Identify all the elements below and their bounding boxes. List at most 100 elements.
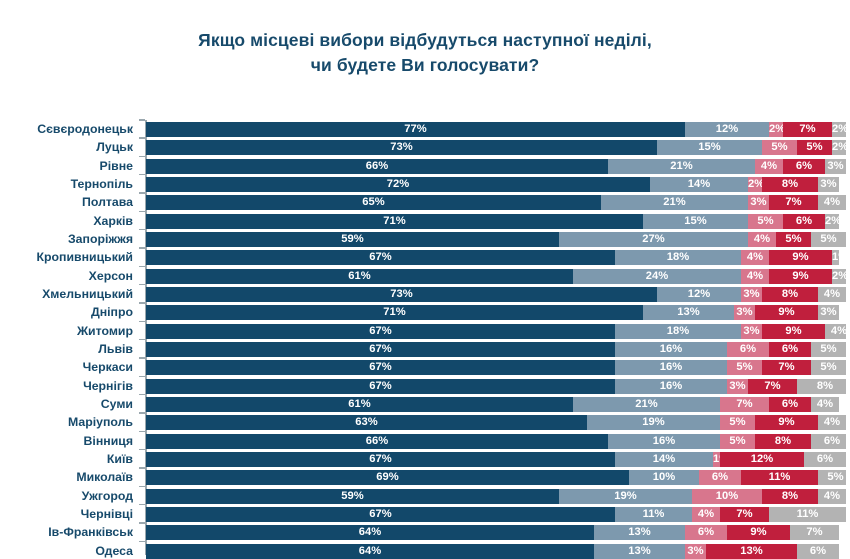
bar-track: 67% 16% 6% 6% 5% bbox=[146, 341, 846, 357]
bar-segment-value: 6% bbox=[795, 214, 813, 227]
bar-segment: 13% bbox=[594, 525, 685, 541]
bar-segment: 6% bbox=[769, 396, 811, 412]
bar-segment: 67% bbox=[146, 323, 615, 339]
bar-segment-value: 2% bbox=[832, 123, 846, 135]
y-axis-line bbox=[145, 120, 147, 555]
bar-segment: 3% bbox=[741, 323, 762, 339]
bar-segment-value: 5% bbox=[757, 214, 774, 227]
bar-segment: 6% bbox=[685, 525, 727, 541]
bar-segment: 14% bbox=[650, 176, 748, 192]
bar-segment-value: 7% bbox=[736, 397, 753, 410]
bar-row-label: Кропивницький bbox=[36, 250, 133, 265]
bar-segment-value: 72% bbox=[386, 177, 410, 190]
axis-tick bbox=[139, 137, 145, 139]
bar-segment-value: 61% bbox=[348, 269, 371, 282]
bar-segment-value: 71% bbox=[383, 306, 406, 319]
bar-segment: 67% bbox=[146, 360, 615, 376]
bar-segment: 12% bbox=[685, 122, 769, 137]
bar-segment: 6% bbox=[769, 341, 811, 357]
bar-segment-value: 8% bbox=[781, 287, 799, 300]
bar-segment: 16% bbox=[615, 341, 727, 357]
bar-track: 72% 14% 2% 8% 3% bbox=[146, 176, 846, 192]
bar-segment: 15% bbox=[643, 213, 748, 229]
bar-segment: 73% bbox=[146, 286, 657, 302]
bar-segment-value: 9% bbox=[778, 306, 795, 319]
bar-segment: 9% bbox=[769, 268, 832, 284]
bar-row: Суми 61% 21% 7% 6% 4% bbox=[0, 393, 850, 412]
bar-segment: 4% bbox=[755, 158, 783, 174]
bar-segment-value: 19% bbox=[614, 489, 637, 502]
bar-segment-value: 6% bbox=[697, 526, 715, 539]
bar-segment: 2% bbox=[832, 268, 846, 284]
bar-segment-value: 77% bbox=[404, 123, 427, 135]
bar-segment: 69% bbox=[146, 470, 629, 486]
bar-segment-value: 2% bbox=[832, 141, 846, 154]
bar-segment: 5% bbox=[720, 415, 755, 431]
bar-segment: 14% bbox=[615, 451, 713, 467]
axis-tick bbox=[139, 155, 145, 158]
bar-segment-value: 13% bbox=[628, 544, 651, 557]
bar-segment-value: 6% bbox=[781, 397, 799, 410]
bar-segment: 5% bbox=[748, 213, 783, 229]
bar-row: Ужгород 59% 19% 10% 8% 4% bbox=[0, 485, 850, 504]
bar-segment: 12% bbox=[720, 451, 804, 467]
bar-segment: 3% bbox=[748, 195, 769, 211]
bar-segment: 7% bbox=[720, 506, 769, 522]
bar-track: 73% 12% 3% 8% 4% bbox=[146, 286, 846, 302]
bar-segment: 4% bbox=[692, 506, 720, 522]
bar-track: 61% 21% 7% 6% 4% bbox=[146, 396, 846, 412]
bar-segment: 67% bbox=[146, 250, 615, 266]
bar-segment-value: 13% bbox=[628, 526, 651, 539]
bar-segment: 63% bbox=[146, 415, 587, 431]
bar-segment-value: 13% bbox=[677, 306, 700, 319]
bar-segment: 67% bbox=[146, 341, 615, 357]
bar-segment: 67% bbox=[146, 451, 615, 467]
bar-segment: 5% bbox=[818, 470, 846, 486]
bar-row-label: Рівне bbox=[99, 158, 133, 173]
bar-segment: 4% bbox=[748, 231, 776, 247]
bar-segment-value: 5% bbox=[806, 141, 823, 154]
bar-row-label: Чернігів bbox=[83, 378, 133, 393]
bar-segment: 3% bbox=[741, 286, 762, 302]
bar-row: Чернівці 67% 11% 4% 7% 11% bbox=[0, 503, 850, 522]
bar-segment: 3% bbox=[734, 305, 755, 321]
axis-tick bbox=[139, 503, 145, 506]
bar-segment-value: 15% bbox=[684, 214, 707, 227]
plot-area: Сєвєродонецьк 77% 12% 2% 7% 2% Луцьк 73% 15% 5% 5%… bbox=[0, 118, 850, 559]
bar-segment-value: 3% bbox=[743, 324, 760, 337]
bar-row-label: Львів bbox=[98, 341, 133, 356]
bar-segment: 1% bbox=[832, 250, 839, 266]
axis-tick bbox=[139, 485, 145, 488]
bar-segment-value: 16% bbox=[659, 379, 683, 392]
bar-segment: 4% bbox=[818, 415, 846, 431]
bar-segment: 3% bbox=[825, 158, 846, 174]
bar-segment-value: 3% bbox=[820, 177, 837, 190]
bar-segment-value: 59% bbox=[341, 232, 364, 245]
bar-segment-value: 19% bbox=[642, 416, 665, 429]
bar-row: Чернігів 67% 16% 3% 7% 8% bbox=[0, 375, 850, 394]
bar-track: 73% 15% 5% 5% 2% bbox=[146, 140, 846, 156]
bar-segment: 4% bbox=[741, 268, 769, 284]
axis-tick bbox=[139, 467, 145, 469]
bar-segment-value: 67% bbox=[369, 361, 392, 374]
bar-row-label: Тернопіль bbox=[70, 176, 133, 191]
bar-row: Черкаси 67% 16% 5% 7% 5% bbox=[0, 357, 850, 376]
bar-segment: 66% bbox=[146, 433, 608, 449]
bar-segment: 4% bbox=[811, 396, 839, 412]
bar-segment-value: 1% bbox=[713, 452, 720, 465]
bar-segment-value: 2% bbox=[832, 269, 846, 282]
bar-segment: 16% bbox=[615, 378, 727, 394]
axis-tick bbox=[139, 448, 145, 451]
bar-row-label: Київ bbox=[106, 451, 133, 466]
bar-row: Луцьк 73% 15% 5% 5% 2% bbox=[0, 137, 850, 156]
bar-segment-value: 14% bbox=[687, 177, 711, 190]
bar-segment: 73% bbox=[146, 140, 657, 156]
bar-row: Кропивницький 67% 18% 4% 9% 1% bbox=[0, 247, 850, 266]
bar-segment-value: 4% bbox=[760, 159, 778, 172]
bar-segment-value: 4% bbox=[746, 269, 764, 282]
axis-tick bbox=[139, 412, 145, 414]
bar-row-label: Житомир bbox=[76, 323, 133, 338]
bar-segment-value: 10% bbox=[715, 489, 739, 502]
axis-tick bbox=[139, 357, 145, 359]
bar-row-label: Херсон bbox=[88, 268, 133, 283]
